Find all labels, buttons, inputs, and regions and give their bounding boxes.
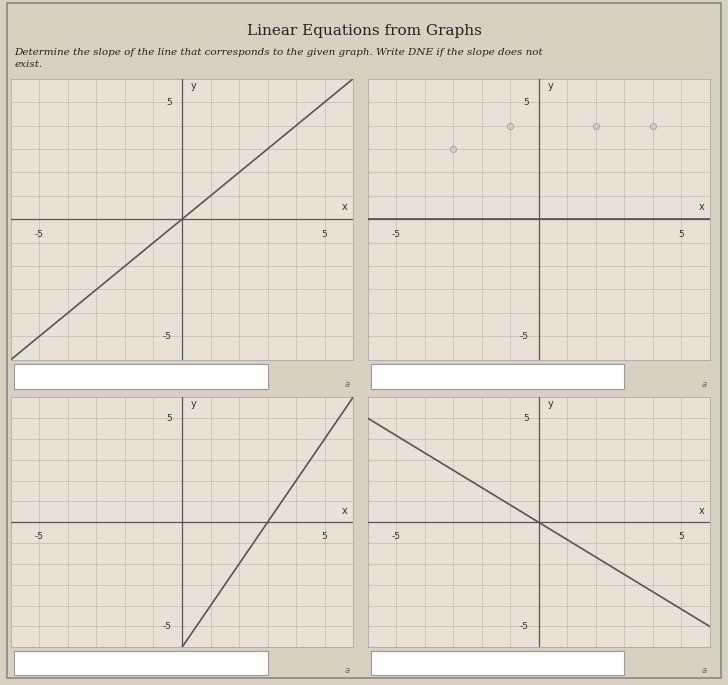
Text: y: y: [547, 81, 553, 91]
Text: -5: -5: [163, 332, 172, 340]
Text: x: x: [698, 202, 704, 212]
Text: a: a: [344, 667, 349, 675]
Text: Linear Equations from Graphs: Linear Equations from Graphs: [247, 24, 481, 38]
Text: x: x: [698, 506, 704, 516]
Text: -5: -5: [163, 622, 172, 631]
Text: 5: 5: [166, 98, 172, 107]
Bar: [15, 651, 268, 675]
Text: 5: 5: [322, 229, 328, 239]
Text: 5: 5: [678, 229, 684, 239]
Text: -5: -5: [392, 229, 400, 239]
Text: y: y: [547, 399, 553, 408]
Text: exist.: exist.: [15, 60, 43, 69]
Bar: [15, 364, 268, 389]
Text: y: y: [191, 399, 197, 408]
Text: a: a: [701, 380, 706, 389]
Text: -5: -5: [520, 622, 529, 631]
Text: -5: -5: [35, 532, 44, 540]
Text: 5: 5: [523, 98, 529, 107]
Text: Determine the slope of the line that corresponds to the given graph. Write DNE i: Determine the slope of the line that cor…: [15, 48, 543, 57]
Text: 5: 5: [678, 532, 684, 540]
Bar: [371, 364, 625, 389]
Text: y: y: [191, 81, 197, 91]
Text: -5: -5: [35, 229, 44, 239]
Text: 5: 5: [166, 414, 172, 423]
Bar: [371, 651, 625, 675]
Text: x: x: [341, 506, 347, 516]
Text: a: a: [344, 380, 349, 389]
Text: 5: 5: [523, 414, 529, 423]
Text: a: a: [701, 667, 706, 675]
Text: x: x: [341, 202, 347, 212]
Text: -5: -5: [520, 332, 529, 340]
Text: -5: -5: [392, 532, 400, 540]
Text: 5: 5: [322, 532, 328, 540]
